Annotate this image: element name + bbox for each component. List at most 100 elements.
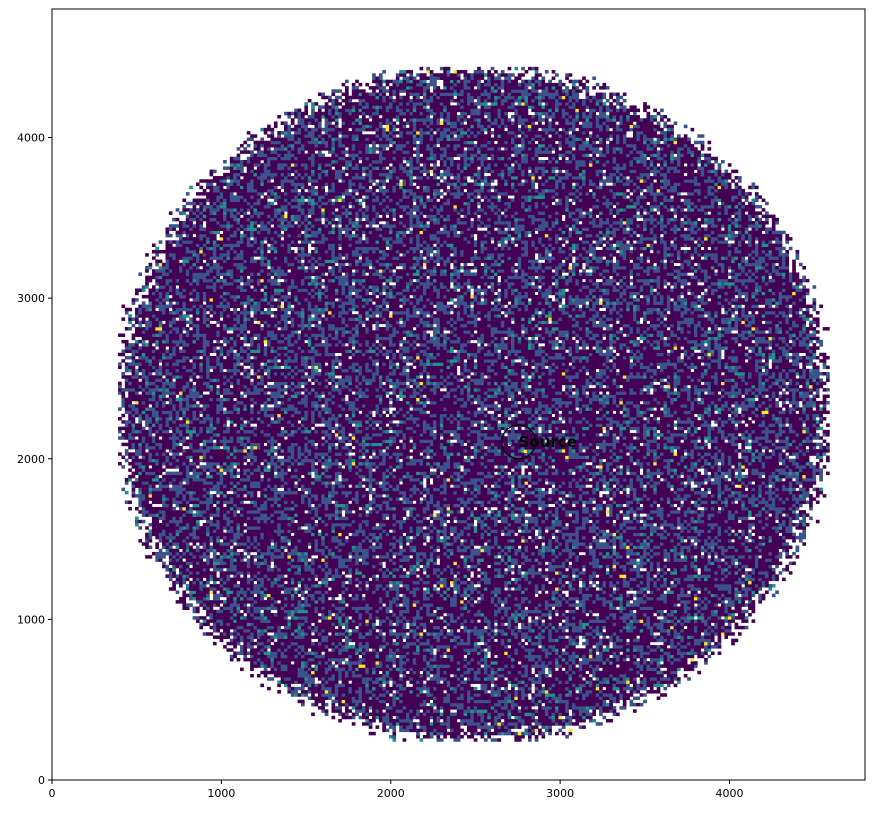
heatmap-bin — [315, 655, 319, 659]
heatmap-bin — [606, 652, 610, 656]
heatmap-bin — [315, 690, 319, 694]
heatmap-bin — [470, 652, 474, 656]
heatmap-bin — [362, 716, 366, 720]
heatmap-bin — [355, 671, 359, 675]
heatmap-bin — [657, 668, 661, 672]
heatmap-bin — [359, 664, 363, 668]
heatmap-bin — [240, 600, 244, 604]
heatmap-bin — [264, 642, 268, 646]
heatmap-bin — [674, 619, 678, 623]
heatmap-bin — [315, 603, 319, 607]
heatmap-bin — [409, 661, 413, 665]
heatmap-bin — [338, 648, 342, 652]
heatmap-bin — [294, 610, 298, 614]
heatmap-bin — [728, 632, 732, 636]
heatmap-bin — [497, 626, 501, 630]
heatmap-bin — [467, 603, 471, 607]
heatmap-bin — [315, 645, 319, 649]
heatmap-bin — [433, 635, 437, 639]
heatmap-bin — [298, 632, 302, 636]
heatmap-bin — [447, 671, 451, 675]
heatmap-bin — [555, 639, 559, 643]
heatmap-bin — [250, 629, 254, 633]
heatmap-bin — [321, 642, 325, 646]
heatmap-bin — [464, 716, 468, 720]
heatmap-bin — [538, 626, 542, 630]
heatmap-bin — [362, 607, 366, 611]
heatmap-bin — [521, 709, 525, 713]
heatmap-bin — [548, 623, 552, 627]
heatmap-bin — [626, 619, 630, 623]
heatmap-bin — [348, 652, 352, 656]
heatmap-bin — [376, 680, 380, 684]
heatmap-bin — [304, 648, 308, 652]
heatmap-bin — [399, 713, 403, 717]
heatmap-bin — [443, 732, 447, 736]
heatmap-bin — [443, 684, 447, 688]
heatmap-bin — [301, 623, 305, 627]
heatmap-bin — [460, 722, 464, 726]
heatmap-bin — [579, 610, 583, 614]
heatmap-bin — [674, 648, 678, 652]
heatmap-bin — [226, 642, 230, 646]
heatmap-bin — [521, 703, 525, 707]
heatmap-bin — [484, 696, 488, 700]
heatmap-bin — [365, 603, 369, 607]
heatmap-bin — [331, 709, 335, 713]
heatmap-bin — [318, 664, 322, 668]
heatmap-bin — [440, 722, 444, 726]
heatmap-bin — [562, 658, 566, 662]
heatmap-bin — [684, 610, 688, 614]
heatmap-bin — [453, 687, 457, 691]
heatmap-bin — [623, 623, 627, 627]
heatmap-bin — [287, 629, 291, 633]
heatmap-bin — [416, 635, 420, 639]
heatmap-bin — [426, 700, 430, 704]
heatmap-bin — [243, 652, 247, 656]
heatmap-bin — [365, 664, 369, 668]
heatmap-bin — [331, 687, 335, 691]
heatmap-bin — [487, 619, 491, 623]
heatmap-bin — [582, 703, 586, 707]
heatmap-bin — [677, 639, 681, 643]
heatmap-bin — [575, 706, 579, 710]
heatmap-bin — [436, 610, 440, 614]
heatmap-bin — [430, 735, 434, 739]
heatmap-bin — [650, 680, 654, 684]
heatmap-bin — [237, 623, 241, 627]
heatmap-bin — [298, 603, 302, 607]
heatmap-bin — [321, 687, 325, 691]
heatmap-bin — [382, 655, 386, 659]
heatmap-bin — [257, 661, 261, 665]
heatmap-bin — [636, 639, 640, 643]
heatmap-bin — [362, 613, 366, 617]
heatmap-bin — [416, 616, 420, 620]
heatmap-bin — [362, 652, 366, 656]
heatmap-bin — [501, 610, 505, 614]
heatmap-bin — [511, 671, 515, 675]
heatmap-bin — [528, 690, 532, 694]
heatmap-bin — [606, 706, 610, 710]
heatmap-bin — [440, 613, 444, 617]
heatmap-bin — [352, 632, 356, 636]
heatmap-bin — [382, 658, 386, 662]
heatmap-bin — [552, 632, 556, 636]
heatmap-bin — [406, 706, 410, 710]
heatmap-bin — [562, 626, 566, 630]
heatmap-bin — [545, 652, 549, 656]
heatmap-bin — [528, 706, 532, 710]
heatmap-bin — [467, 613, 471, 617]
heatmap-bin — [477, 674, 481, 678]
heatmap-bin — [616, 610, 620, 614]
heatmap-bin — [270, 603, 274, 607]
heatmap-bin — [450, 655, 454, 659]
heatmap-bin — [240, 603, 244, 607]
heatmap-bin — [348, 613, 352, 617]
heatmap-bin — [623, 680, 627, 684]
heatmap-bin — [640, 664, 644, 668]
heatmap-bin — [430, 680, 434, 684]
heatmap-bin — [592, 687, 596, 691]
heatmap-bin — [267, 623, 271, 627]
heatmap-bin — [277, 652, 281, 656]
heatmap-bin — [511, 619, 515, 623]
